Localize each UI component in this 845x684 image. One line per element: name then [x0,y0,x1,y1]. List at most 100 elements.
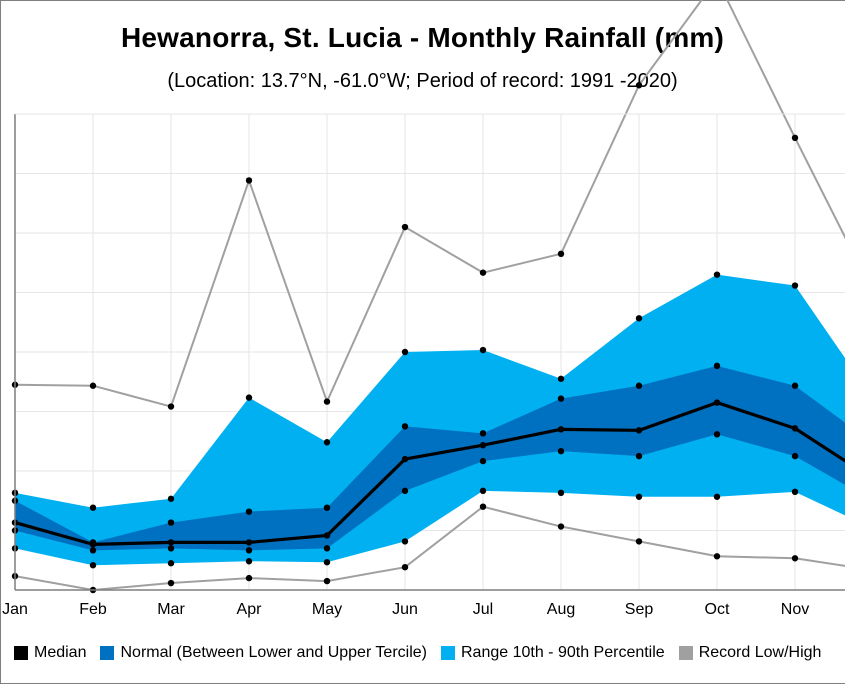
range-upper-point [245,394,253,401]
range-lower-point [479,487,487,495]
legend-label-range: Range 10th - 90th Percentile [461,644,665,661]
record-low-point [245,574,253,582]
axis-layer: JanFebMarAprMayJunJulAugSepOctNovDec [2,113,845,618]
range-upper-point [557,375,565,382]
legend-swatch-median [14,646,28,660]
legend-label-record: Record Low/High [698,644,822,661]
record-high-point [635,82,643,89]
median-point [635,427,643,434]
legend-swatch-normal [100,646,115,660]
range-upper-point [323,439,331,446]
x-tick-label: May [312,601,342,618]
range-upper-point [89,504,97,511]
record-high-line [14,0,845,408]
normal-upper-point [245,508,253,515]
legend-swatch-record [678,646,693,660]
normal-lower-point [635,452,643,460]
legend-item-record: Record Low/High [678,644,822,662]
x-tick-label: Mar [157,601,185,618]
x-tick-label: Jun [392,601,418,618]
range-upper-point [713,271,721,278]
chart-title: Hewanorra, St. Lucia - Monthly Rainfall … [120,22,725,53]
record-low-line [14,505,845,592]
legend-item-median: Median [14,644,86,662]
range-upper-point [479,346,487,354]
range-lower-point [167,560,175,567]
normal-lower-point [479,457,487,465]
x-tick-label: Jan [2,601,28,618]
record-lines-layer [14,0,845,592]
record-high-point [245,177,253,184]
normal-lower-point [245,547,253,554]
range-lower-point [557,489,565,497]
normal-lower-point [89,547,97,554]
chart-subtitle: (Location: 13.7°N, -61.0°W; Period of re… [167,70,678,92]
record-low-point [167,579,175,587]
record-high-point [557,250,565,258]
normal-lower-point [167,545,175,552]
normal-upper-point [635,382,643,389]
legend-item-range: Range 10th - 90th Percentile [441,644,665,662]
range-upper-point [791,282,799,289]
x-tick-label: Sep [625,601,654,618]
chart-legend: Median Normal (Between Lower and Upper T… [14,641,835,665]
record-low-point [557,523,565,530]
range-upper-point [635,315,643,322]
x-tick-label: Feb [79,601,107,618]
range-band-layer [15,274,845,566]
normal-lower-point [401,487,409,495]
normal-lower-point [557,447,565,455]
normal-lower-point [323,545,331,552]
record-high-point [401,223,409,231]
median-point [245,539,253,546]
normal-lower-point [791,452,799,460]
range-upper-point [167,495,175,502]
record-low-point [479,503,487,510]
x-tick-label: Nov [781,601,809,618]
record-high-point [89,382,97,389]
record-low-point [635,538,643,545]
normal-upper-point [713,362,721,370]
median-point [323,532,331,539]
median-point [401,455,409,463]
median-point [479,442,487,449]
record-low-point [401,563,409,571]
median-point [89,541,97,548]
normal-upper-point [479,430,487,437]
range-band [15,274,845,566]
range-lower-point [791,488,799,496]
legend-label-median: Median [34,644,87,661]
normal-band-layer [15,365,845,551]
normal-upper-point [401,423,409,430]
median-point [713,399,721,406]
range-lower-point [635,493,643,500]
record-high-point [791,134,799,141]
record-high-point [479,269,487,276]
x-tick-label: Apr [237,601,263,618]
median-line [14,400,845,546]
legend-label-normal: Normal (Between Lower and Upper Tercile) [120,644,427,661]
normal-upper-point [167,519,175,526]
normal-upper-point [557,395,565,402]
range-upper-point [401,348,409,356]
range-lower-point [323,559,331,566]
median-point [791,425,799,432]
record-high-point [323,398,331,405]
range-lower-point [401,538,409,545]
range-lower-point [713,493,721,500]
normal-upper-point [323,504,331,511]
median-line-layer [14,400,845,546]
median-point [557,426,565,433]
normal-upper-point [791,382,799,389]
record-high-point [167,403,175,410]
legend-item-normal: Normal (Between Lower and Upper Tercile) [100,644,427,662]
x-tick-label: Oct [705,601,730,618]
record-low-point [323,577,331,585]
record-low-point [791,555,799,562]
record-low-point [713,553,721,560]
range-lower-point [89,562,97,569]
legend-swatch-range [441,646,455,660]
x-tick-label: Aug [547,601,575,618]
range-lower-point [245,558,253,565]
